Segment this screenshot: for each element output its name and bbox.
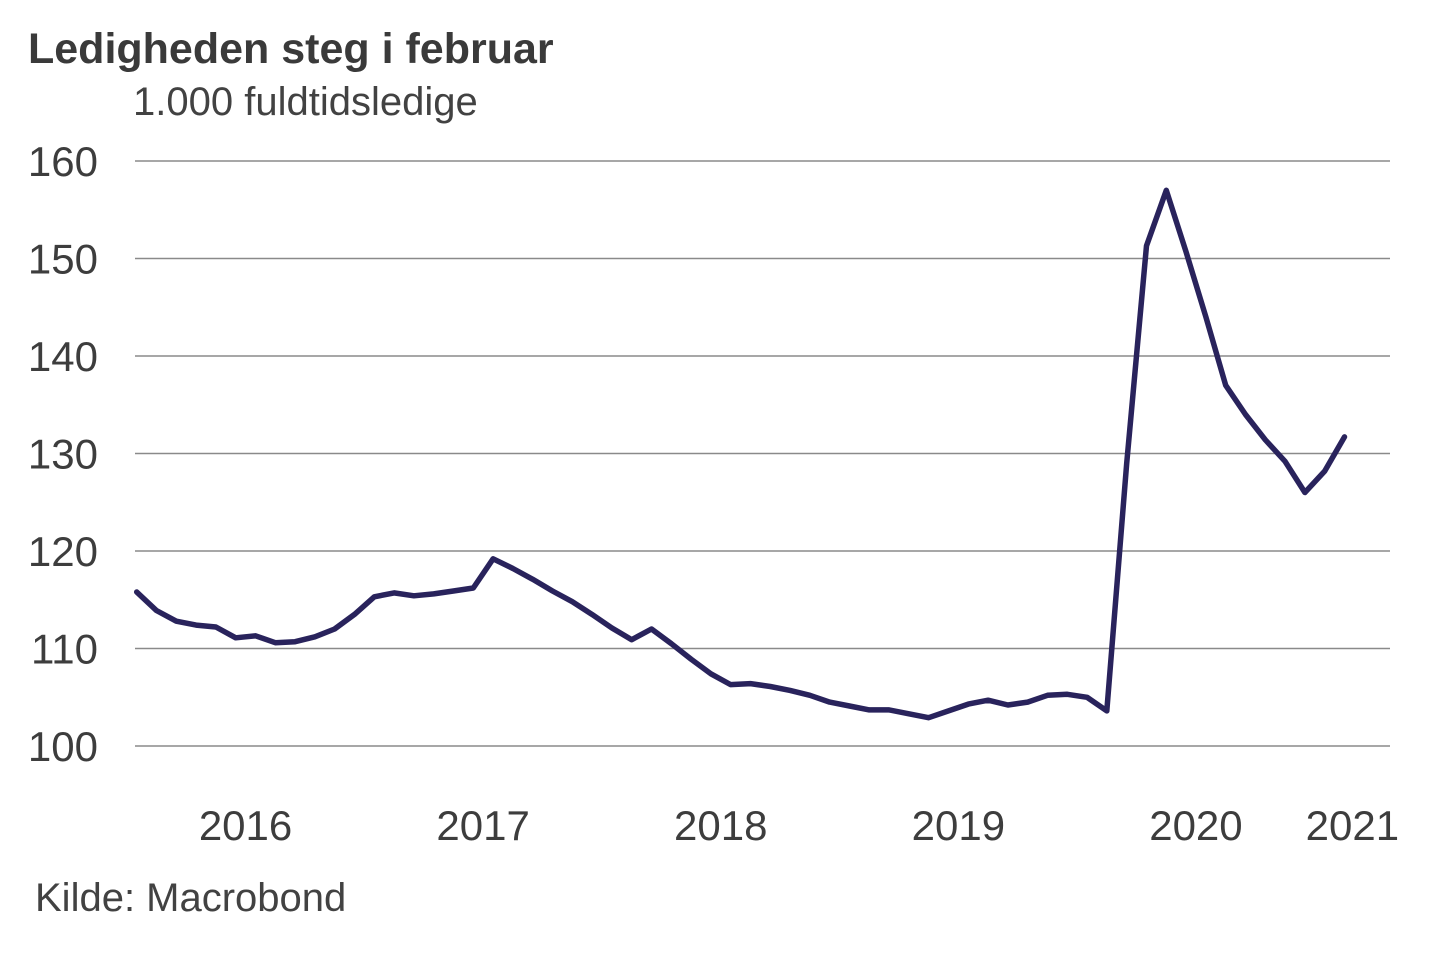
y-tick-label-100: 100 bbox=[28, 723, 98, 770]
x-tick-label-2016: 2016 bbox=[199, 802, 292, 849]
chart-subtitle: 1.000 fuldtidsledige bbox=[133, 80, 478, 124]
x-tick-label-2019: 2019 bbox=[912, 802, 1005, 849]
x-tick-label-2020: 2020 bbox=[1149, 802, 1242, 849]
x-tick-label-2018: 2018 bbox=[674, 802, 767, 849]
y-tick-label-150: 150 bbox=[28, 236, 98, 283]
y-tick-label-160: 160 bbox=[28, 138, 98, 185]
unemployment-series-line bbox=[133, 187, 1348, 721]
y-axis-labels: 100 110 120 130 140 150 160 bbox=[28, 138, 98, 770]
source-label: Kilde: Macrobond bbox=[35, 876, 347, 920]
chart-title: Ledigheden steg i februar bbox=[28, 25, 554, 73]
gridlines bbox=[135, 160, 1390, 747]
y-tick-label-130: 130 bbox=[28, 431, 98, 478]
x-tick-label-2017: 2017 bbox=[436, 802, 529, 849]
y-tick-label-140: 140 bbox=[28, 333, 98, 380]
y-tick-label-120: 120 bbox=[28, 528, 98, 575]
x-axis-labels: 2016 2017 2018 2019 2020 2021 bbox=[199, 802, 1399, 849]
x-tick-label-2021: 2021 bbox=[1306, 802, 1399, 849]
y-tick-label-110: 110 bbox=[31, 626, 98, 673]
